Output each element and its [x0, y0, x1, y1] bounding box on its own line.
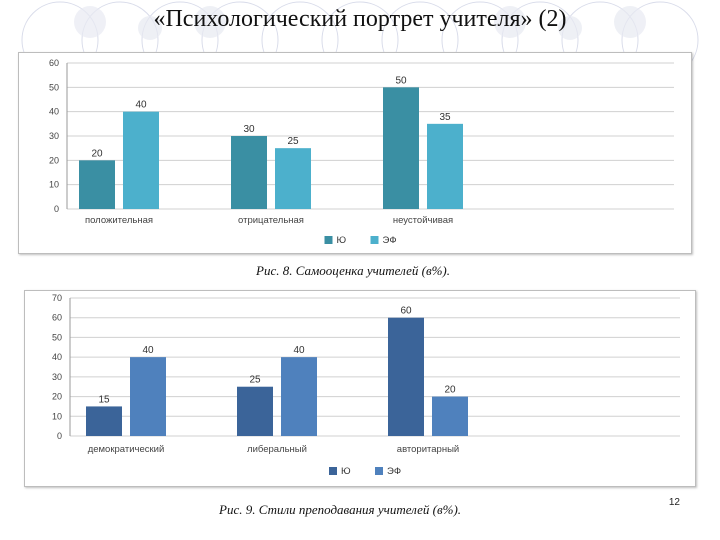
- teaching-styles-legend-label: ЭФ: [387, 466, 401, 477]
- teaching-styles-y-tick-label: 40: [52, 352, 62, 362]
- self-assessment-y-tick-label: 30: [49, 131, 59, 141]
- caption-figure-8: Рис. 8. Самооценка учителей (в%).: [256, 263, 451, 278]
- teaching-styles-bar-value-label: 40: [142, 345, 154, 356]
- teaching-styles-y-tick-label: 20: [52, 392, 62, 402]
- self-assessment-bar: [427, 123, 463, 209]
- page-number: 12: [668, 497, 680, 508]
- self-assessment-legend-swatch: [324, 236, 333, 244]
- teaching-styles-bar: [281, 357, 317, 436]
- self-assessment-bar-value-label: 30: [243, 124, 255, 135]
- teaching-styles-y-tick-label: 30: [52, 372, 62, 382]
- teaching-styles-bar-value-label: 60: [400, 306, 412, 317]
- self-assessment-bar-value-label: 20: [91, 148, 103, 159]
- self-assessment-bar-value-label: 35: [439, 112, 451, 123]
- chart-teaching-styles-svg: 0 10 20 30 40 50 60 70 15 40 демократический 25 40 ли…: [52, 293, 680, 477]
- chart-self-assessment: 0 10 20 30 40 50 60 20 40 положительная 30 25 отрица…: [18, 52, 692, 254]
- teaching-styles-bar: [237, 386, 273, 436]
- self-assessment-y-tick-label: 0: [54, 204, 59, 214]
- self-assessment-legend-label: ЭФ: [383, 235, 397, 246]
- chart-self-assessment-svg: 0 10 20 30 40 50 60 20 40 положительная 30 25 отрица…: [49, 58, 674, 246]
- self-assessment-bar: [231, 136, 267, 209]
- self-assessment-bar: [79, 160, 115, 209]
- teaching-styles-bar: [432, 396, 468, 436]
- self-assessment-bar: [383, 87, 419, 209]
- teaching-styles-legend-swatch: [375, 467, 383, 475]
- self-assessment-bar: [123, 111, 159, 209]
- teaching-styles-y-tick-label: 60: [52, 313, 62, 323]
- teaching-styles-bar: [86, 406, 122, 436]
- teaching-styles-category-label: авторитарный: [397, 444, 459, 455]
- self-assessment-bar: [275, 148, 311, 209]
- self-assessment-y-tick-label: 40: [49, 107, 59, 117]
- teaching-styles-bar-value-label: 20: [444, 385, 456, 396]
- self-assessment-category-label: отрицательная: [238, 215, 304, 226]
- teaching-styles-bar-value-label: 25: [249, 375, 261, 386]
- teaching-styles-bar: [130, 357, 166, 436]
- teaching-styles-legend-label: Ю: [341, 466, 351, 477]
- self-assessment-legend-label: Ю: [337, 235, 347, 246]
- teaching-styles-bar-value-label: 15: [98, 394, 110, 405]
- teaching-styles-category-label: либеральный: [247, 444, 307, 455]
- self-assessment-y-tick-label: 50: [49, 82, 59, 92]
- teaching-styles-y-tick-label: 10: [52, 411, 62, 421]
- self-assessment-bar-value-label: 50: [395, 75, 407, 86]
- self-assessment-category-label: неустойчивая: [393, 215, 453, 226]
- self-assessment-y-tick-label: 10: [49, 180, 59, 190]
- slide-title: «Психологический портрет учителя» (2): [153, 6, 567, 32]
- teaching-styles-bar: [388, 317, 424, 436]
- teaching-styles-category-label: демократический: [88, 444, 165, 455]
- chart-teaching-styles: 0 10 20 30 40 50 60 70 15 40 демократический 25 40 ли…: [24, 290, 696, 487]
- teaching-styles-y-tick-label: 70: [52, 293, 62, 303]
- teaching-styles-y-tick-label: 0: [57, 431, 62, 441]
- self-assessment-bar-value-label: 25: [287, 136, 299, 147]
- teaching-styles-y-tick-label: 50: [52, 332, 62, 342]
- self-assessment-y-tick-label: 20: [49, 155, 59, 165]
- caption-figure-9: Рис. 9. Стили преподавания учителей (в%)…: [219, 502, 462, 517]
- teaching-styles-bar-value-label: 40: [293, 345, 305, 356]
- teaching-styles-legend-swatch: [329, 467, 337, 475]
- self-assessment-bar-value-label: 40: [135, 100, 147, 111]
- self-assessment-category-label: положительная: [85, 215, 153, 226]
- self-assessment-legend-swatch: [370, 236, 379, 244]
- self-assessment-y-tick-label: 60: [49, 58, 59, 68]
